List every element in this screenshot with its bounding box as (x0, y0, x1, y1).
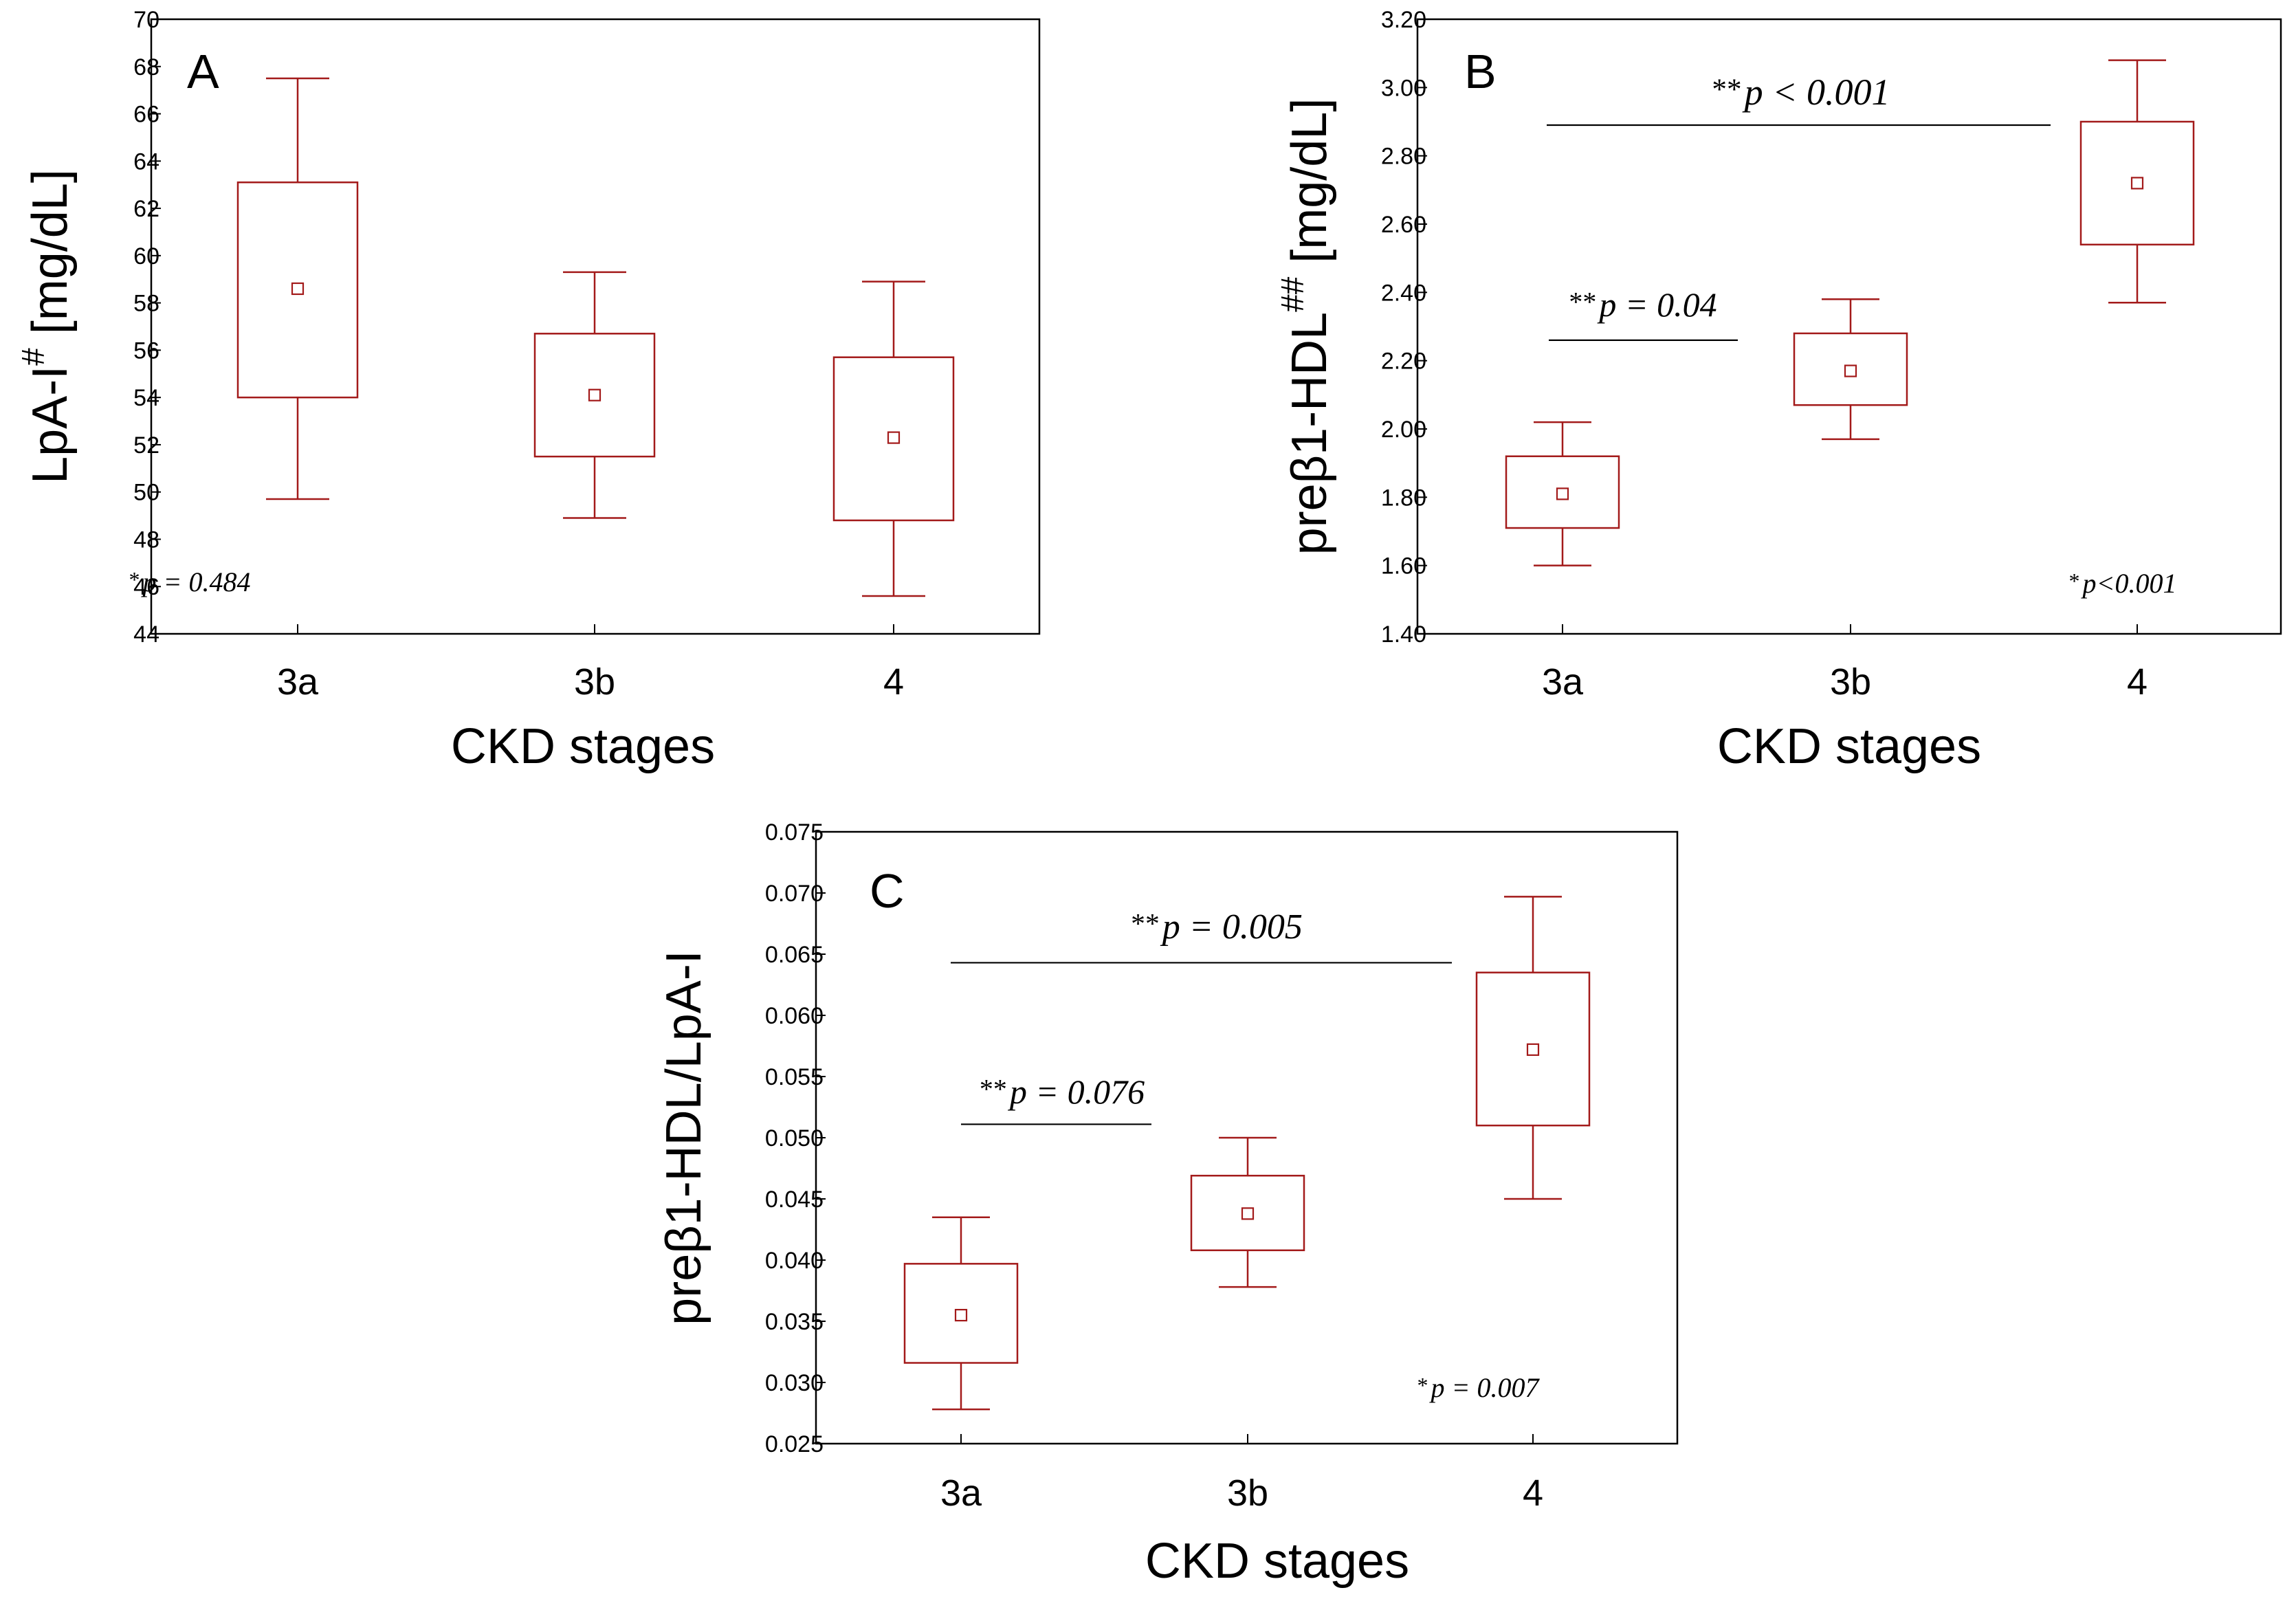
panel-a-y-tick-label: 46 (133, 574, 159, 600)
panel-a-x-tick-label: 4 (883, 661, 904, 703)
panel-a-y-tick-label: 48 (133, 527, 159, 553)
panel-c-y-tick-label: 0.030 (765, 1370, 824, 1396)
panel-b-y-tick-label: 3.00 (1381, 75, 1426, 101)
panel-c-x-tick-label: 4 (1523, 1473, 1543, 1514)
panel-a-y-tick-label: 68 (133, 54, 159, 80)
panel-b-y-tick-label: 1.80 (1381, 485, 1426, 511)
panel-c-x-axis-title: CKD stages (1145, 1534, 1409, 1589)
panel-a-y-axis-title: LpA-I# [mg/dL] (15, 169, 78, 484)
panel-c-y-tick-label: 0.050 (765, 1125, 824, 1151)
panel-b-y-tick-label: 3.20 (1381, 7, 1426, 33)
panel-a-box (236, 181, 359, 399)
panel-c-y-tick-label: 0.025 (765, 1431, 824, 1457)
panel-a-box (533, 333, 656, 458)
panel-c-x-tick-label: 3a (940, 1473, 982, 1514)
panel-a-y-tick-label: 50 (133, 480, 159, 506)
panel-a-mean-marker (588, 388, 601, 401)
panel-b-x-axis-title: CKD stages (1717, 719, 1981, 774)
panel-c-y-tick-label: 0.070 (765, 881, 824, 907)
panel-b-box (2079, 120, 2195, 246)
panel-c-y-tick-label: 0.035 (765, 1309, 824, 1335)
panel-a-x-axis-title: CKD stages (451, 719, 715, 774)
panel-c-y-tick-label: 0.065 (765, 942, 824, 968)
panel-b-y-tick-label: 1.60 (1381, 553, 1426, 580)
panel-c-y-tick-label: 0.055 (765, 1064, 824, 1090)
panel-a-y-tick-label: 66 (133, 102, 159, 128)
panel-c-box (1475, 971, 1591, 1127)
panel-b-y-axis-title: preβ1-HDL## [mg/dL] (1274, 98, 1337, 555)
panel-a-box (832, 356, 955, 522)
panel-b-y-tick-label: 1.40 (1381, 621, 1426, 648)
panel-a-y-tick-label: 58 (133, 291, 159, 317)
panel-c-y-tick-label: 0.045 (765, 1187, 824, 1213)
panel-a-y-tick-label: 60 (133, 243, 159, 269)
panel-b-bracket-label: **p = 0.04 (1569, 285, 1717, 324)
panel-c-y-tick-label: 0.060 (765, 1003, 824, 1029)
panel-c-box (1190, 1174, 1305, 1252)
panel-b-y-tick-label: 2.20 (1381, 349, 1426, 375)
panel-c-y-tick-label: 0.040 (765, 1248, 824, 1274)
panel-c-bracket-label: **p = 0.005 (1131, 907, 1303, 947)
panel-b-overall-p-value: * p<0.001 (2069, 568, 2177, 599)
panel-b-x-tick-label: 3b (1830, 661, 1871, 703)
panel-a-y-tick-label: 64 (133, 148, 159, 175)
panel-b-y-tick-label: 2.60 (1381, 212, 1426, 238)
panel-b-mean-marker (1844, 364, 1857, 377)
panel-b-box (1505, 455, 1620, 529)
panel-a-mean-marker (291, 282, 305, 296)
panel-c-mean-marker (954, 1308, 968, 1322)
panel-c-y-tick-label: 0.075 (765, 819, 824, 846)
panel-a-x-tick-label: 3a (277, 661, 319, 703)
panel-a-y-tick-label: 44 (133, 621, 159, 648)
panel-b-plot-frame (1416, 18, 2282, 635)
panel-b-y-tick-label: 2.00 (1381, 417, 1426, 443)
panel-b-mean-marker (2130, 177, 2144, 190)
panel-a-y-tick-label: 52 (133, 432, 159, 459)
panel-a-y-tick-label: 70 (133, 7, 159, 33)
panel-c-bracket-label: **p = 0.076 (980, 1072, 1145, 1111)
panel-a-y-tick-label: 62 (133, 196, 159, 222)
panel-a-y-tick-label: 56 (133, 338, 159, 364)
panel-b-box (1793, 332, 1908, 406)
panel-a-y-tick-label: 54 (133, 385, 159, 411)
panel-a-x-tick-label: 3b (574, 661, 615, 703)
panel-a-overall-p-value: * p = 0.484 (129, 566, 251, 597)
panel-a-mean-marker (887, 431, 901, 444)
panel-b-bracket-label: **p < 0.001 (1712, 71, 1890, 113)
panel-a-letter: A (187, 45, 219, 98)
panel-c-mean-marker (1526, 1043, 1540, 1056)
panel-c-letter: C (870, 864, 905, 918)
panel-b-mean-marker (1556, 487, 1569, 500)
panel-b-x-tick-label: 3a (1542, 661, 1584, 703)
panel-b-x-tick-label: 4 (2127, 661, 2148, 703)
panel-c-box (903, 1263, 1019, 1364)
panel-b-y-tick-label: 2.40 (1381, 280, 1426, 306)
panel-c-overall-p-value: * p = 0.007 (1417, 1372, 1541, 1403)
panel-c-y-axis-title: preβ1-HDL/LpA-I (656, 950, 711, 1325)
panel-b-letter: B (1464, 45, 1497, 98)
panel-c-mean-marker (1241, 1207, 1255, 1220)
panel-c-x-tick-label: 3b (1227, 1473, 1268, 1514)
panel-b-y-tick-label: 2.80 (1381, 144, 1426, 170)
